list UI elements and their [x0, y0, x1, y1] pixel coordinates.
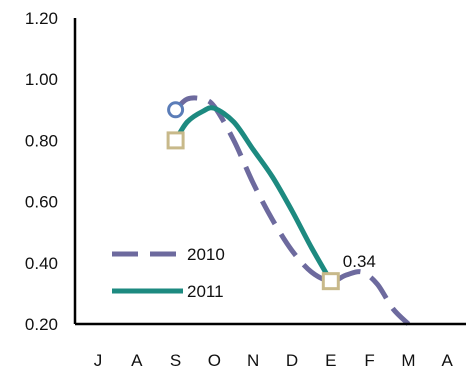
x-tick-label: A	[131, 351, 143, 370]
y-tick-label: 1.20	[25, 9, 58, 28]
axes-layer	[73, 18, 466, 326]
x-tick-label: S	[170, 351, 181, 370]
legend: 2010 2011	[112, 245, 225, 301]
marker-square	[321, 272, 340, 291]
y-tick-label: 0.20	[25, 315, 58, 334]
x-tick-label: M	[401, 351, 415, 370]
legend-label-2010: 2010	[187, 245, 225, 264]
x-tick-label: J	[94, 351, 103, 370]
x-tick-label: F	[364, 351, 374, 370]
x-tick-label: A	[442, 351, 454, 370]
x-tick-label: O	[208, 351, 221, 370]
x-tick-label: N	[247, 351, 259, 370]
marker-square	[166, 131, 185, 150]
y-tick-label: 0.60	[25, 193, 58, 212]
series-line-2010	[173, 95, 411, 326]
annotations: 0.34	[343, 252, 376, 271]
y-tick-label: 0.80	[25, 131, 58, 150]
data-label: 0.34	[343, 252, 376, 271]
y-tick-label: 1.00	[25, 70, 58, 89]
y-tick-labels: 0.20 0.40 0.60 0.80 1.00 1.20	[25, 9, 58, 334]
x-tick-label: E	[325, 351, 336, 370]
series-layer	[173, 95, 411, 326]
marker-circle	[167, 101, 185, 119]
y-tick-label: 0.40	[25, 254, 58, 273]
series-line-2011	[173, 105, 333, 283]
marker-layer	[166, 101, 340, 291]
legend-label-2011: 2011	[187, 282, 224, 301]
x-tick-label: D	[286, 351, 298, 370]
